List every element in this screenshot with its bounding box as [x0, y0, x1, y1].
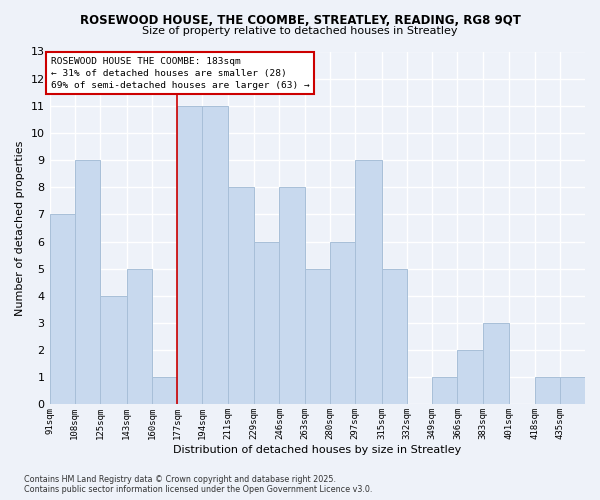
Bar: [382, 268, 407, 404]
Bar: [280, 187, 305, 404]
Bar: [432, 378, 457, 404]
Bar: [305, 268, 330, 404]
Bar: [202, 106, 227, 405]
Bar: [177, 106, 202, 405]
Text: ROSEWOOD HOUSE, THE COOMBE, STREATLEY, READING, RG8 9QT: ROSEWOOD HOUSE, THE COOMBE, STREATLEY, R…: [80, 14, 520, 27]
Text: Contains HM Land Registry data © Crown copyright and database right 2025.
Contai: Contains HM Land Registry data © Crown c…: [24, 474, 373, 494]
X-axis label: Distribution of detached houses by size in Streatley: Distribution of detached houses by size …: [173, 445, 461, 455]
Bar: [152, 378, 177, 404]
Text: ROSEWOOD HOUSE THE COOMBE: 183sqm
← 31% of detached houses are smaller (28)
69% : ROSEWOOD HOUSE THE COOMBE: 183sqm ← 31% …: [51, 57, 310, 90]
Bar: [457, 350, 482, 405]
Bar: [50, 214, 75, 404]
Y-axis label: Number of detached properties: Number of detached properties: [15, 140, 25, 316]
Bar: [355, 160, 382, 404]
Bar: [227, 187, 254, 404]
Bar: [482, 323, 509, 404]
Bar: [330, 242, 355, 404]
Bar: [75, 160, 100, 404]
Bar: [535, 378, 560, 404]
Bar: [560, 378, 585, 404]
Bar: [254, 242, 280, 404]
Bar: [127, 268, 152, 404]
Text: Size of property relative to detached houses in Streatley: Size of property relative to detached ho…: [142, 26, 458, 36]
Bar: [100, 296, 127, 405]
